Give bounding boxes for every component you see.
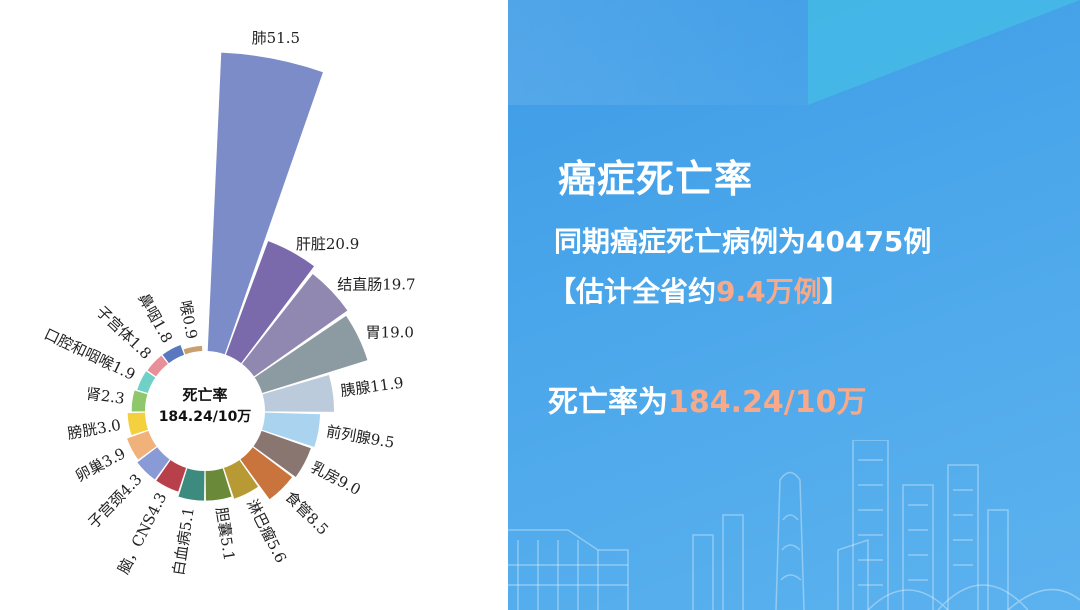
bar-前列腺 (261, 412, 321, 447)
label-肺: 肺51.5 (252, 29, 300, 47)
bar-胃 (254, 315, 368, 394)
label-肾: 肾2.3 (85, 385, 126, 408)
mortality-rate-text: 死亡率为184.24/10万 (548, 377, 866, 421)
bar-鼻咽 (162, 344, 185, 364)
label-淋巴瘤: 淋巴瘤5.6 (243, 496, 290, 566)
bar-淋巴瘤 (223, 460, 259, 499)
bar-白血病 (178, 468, 205, 501)
label-喉: 喉0.9 (176, 299, 201, 341)
province-estimate-text: 【估计全省约9.4万例】 (548, 270, 850, 310)
bar-胰腺 (262, 375, 335, 412)
info-panel: 癌症死亡率 同期癌症死亡病例为40475例 【估计全省约9.4万例】 死亡率为1… (508, 0, 1080, 610)
bar-肾 (131, 390, 148, 412)
estimate-suffix: 】 (821, 275, 850, 308)
mortality-highlight: 184.24/10万 (668, 385, 867, 420)
label-前列腺: 前列腺9.5 (325, 422, 396, 452)
mortality-prefix: 死亡率为 (548, 385, 668, 420)
death-cases-text: 同期癌症死亡病例为40475例 (554, 225, 932, 258)
label-膀胱: 膀胱3.0 (66, 416, 122, 443)
label-卵巢: 卵巢3.9 (72, 444, 128, 485)
city-skyline-illustration (508, 440, 1080, 610)
decorative-corner-triangle (808, 0, 1080, 105)
polar-bar-chart: 肺51.5 肝脏20.9 结直肠19.7 胃19.0 胰腺11.9 前列腺9.5 乳房9.0… (41, 29, 415, 577)
label-胆囊: 胆囊5.1 (212, 506, 238, 562)
bar-膀胱 (127, 412, 149, 436)
section-title: 癌症死亡率 (558, 157, 754, 201)
label-肝脏: 肝脏20.9 (296, 235, 359, 253)
bar-脑-CNS (156, 460, 187, 492)
bar-口腔和咽喉 (137, 371, 156, 394)
bar-肺 (207, 52, 323, 355)
label-子宫颈: 子宫颈4.3 (84, 470, 145, 532)
bar-食管 (240, 447, 293, 500)
bar-肝脏 (225, 241, 315, 364)
center-label-value: 184.24/10万 (159, 409, 252, 425)
label-结直肠: 结直肠19.7 (337, 276, 415, 294)
label-胰腺: 胰腺11.9 (339, 374, 404, 401)
center-label-title: 死亡率 (182, 386, 227, 404)
bar-卵巢 (127, 430, 157, 460)
bar-胆囊 (205, 468, 232, 501)
chart-panel: 肺51.5 肝脏20.9 结直肠19.7 胃19.0 胰腺11.9 前列腺9.5 乳房9.0… (0, 0, 508, 610)
decorative-corner-block (508, 0, 808, 105)
bar-喉 (183, 345, 203, 355)
estimate-prefix: 【估计全省约 (548, 275, 717, 308)
label-乳房: 乳房9.0 (308, 458, 364, 499)
bar-子宫颈 (137, 447, 170, 480)
bar-乳房 (253, 430, 311, 477)
label-胃: 胃19.0 (366, 324, 414, 342)
center-circle (150, 356, 260, 466)
bar-结直肠 (242, 274, 348, 377)
label-食管: 食管8.5 (282, 488, 333, 539)
estimate-highlight: 9.4万例 (716, 275, 822, 308)
label-白血病: 白血病5.1 (169, 506, 197, 577)
bar-子宫体 (147, 355, 168, 377)
